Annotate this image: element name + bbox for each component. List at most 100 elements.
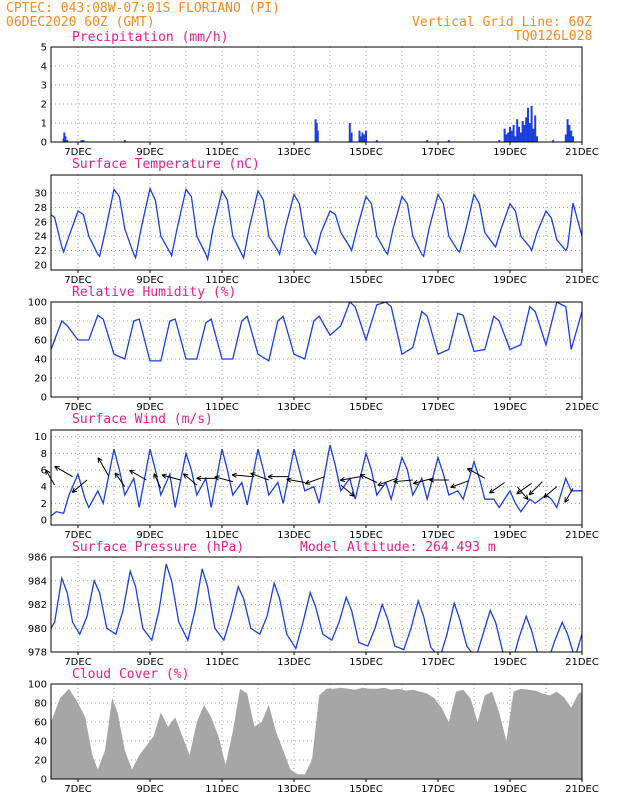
wind-arrow — [231, 472, 253, 478]
precip-y-tick-label: 0 — [41, 138, 47, 149]
wind-arrow — [182, 473, 198, 486]
precip-y-tick-label: 4 — [41, 62, 47, 73]
wind-arrow — [393, 478, 413, 484]
wind-arrow — [114, 472, 126, 487]
wind-arrow — [543, 486, 558, 498]
temp-x-tick-label: 19DEC — [493, 275, 527, 286]
wind-x-tick-label: 17DEC — [421, 530, 455, 541]
wind-arrow — [161, 473, 181, 481]
precip-bar — [552, 140, 555, 142]
wind-arrow — [450, 480, 469, 489]
cloud-x-tick-label: 11DEC — [205, 784, 239, 795]
temp-y-tick-label: 22 — [34, 246, 47, 257]
temp-x-tick-label: 17DEC — [421, 275, 455, 286]
precip-y-tick-label: 3 — [41, 81, 47, 92]
wind-x-tick-label: 13DEC — [277, 530, 311, 541]
temp-line — [51, 186, 582, 262]
precip-y-tick-label: 2 — [41, 100, 47, 111]
cloud-x-tick-label: 21DEC — [565, 784, 599, 795]
precip-bar — [566, 119, 569, 142]
pres-x-tick-label: 9DEC — [136, 657, 163, 668]
rh-x-tick-label: 21DEC — [565, 402, 599, 413]
cloud-x-tick-label: 7DEC — [64, 784, 91, 795]
precip-bar — [66, 140, 69, 142]
pres-y-tick-label: 978 — [28, 648, 47, 659]
temp-series — [51, 186, 582, 262]
precip-bar — [523, 124, 526, 142]
wind-x-tick-label: 15DEC — [349, 530, 383, 541]
wind-arrow — [412, 477, 433, 485]
precip-bar — [568, 124, 571, 142]
precip-frame — [50, 46, 583, 143]
cloud-x-tick-label: 17DEC — [421, 784, 455, 795]
wind-arrow — [528, 481, 543, 496]
precip-x-tick-label: 11DEC — [205, 147, 239, 158]
precip-x-tick-label: 17DEC — [421, 147, 455, 158]
wind-title: Surface Wind (m/s) — [72, 412, 213, 427]
wind-arrow — [71, 479, 88, 493]
pres-line — [51, 563, 582, 652]
precip-bar — [572, 136, 574, 142]
wind-x-tick-label: 11DEC — [205, 530, 239, 541]
rh-y-tick-label: 0 — [41, 393, 47, 404]
rh-frame — [50, 301, 583, 398]
wind-arrow — [377, 477, 397, 487]
precip-bar — [509, 126, 511, 142]
wind-x-tick-label: 7DEC — [64, 530, 91, 541]
pres-x-tick-label: 15DEC — [349, 657, 383, 668]
precip-bar — [363, 134, 366, 142]
model-code: TQ0126L028 — [514, 29, 592, 44]
pres-y-tick-label: 986 — [28, 553, 47, 564]
cloud-y-tick-label: 0 — [41, 775, 47, 786]
precip-bar — [519, 132, 522, 142]
pres-y-tick-label: 982 — [28, 600, 47, 611]
wind-series — [51, 444, 582, 517]
precip-bar — [518, 126, 520, 142]
temp-title: Surface Temperature (nC) — [72, 157, 260, 172]
rh-title: Relative Humidity (%) — [72, 285, 236, 300]
temp-x-tick-label: 21DEC — [565, 275, 599, 286]
precip-panel: 0 1 2 3 4 5 7DEC 9DEC 11DEC 13DEC 15DEC 17DEC 19DEC 2… — [41, 43, 599, 159]
rh-y-tick-label: 100 — [28, 298, 47, 309]
precip-x-tick-label: 19DEC — [493, 147, 527, 158]
temp-y-tick-label: 24 — [34, 232, 47, 243]
precip-bar — [375, 140, 378, 142]
precip-bar — [516, 119, 519, 142]
cloud-x-tick-label: 13DEC — [277, 784, 311, 795]
precip-bar — [514, 136, 517, 142]
wind-y-tick-label: 0 — [41, 516, 47, 527]
precip-y-tick-label: 5 — [41, 43, 47, 54]
rh-panel: 0 20 40 60 80 100 7DEC 9DEC 11DEC 13DEC 15DEC 17DEC… — [28, 298, 599, 414]
pres-x-tick-label: 11DEC — [205, 657, 239, 668]
run-date: 06DEC2020 60Z (GMT) — [6, 15, 155, 30]
precip-bar — [63, 132, 66, 142]
precip-x-tick-label: 7DEC — [64, 147, 91, 158]
wind-y-tick-label: 8 — [41, 449, 47, 460]
cloud-panel: 0 20 40 60 80 100 7DEC 9DEC 11DEC 13DEC 15DEC 17DEC… — [28, 680, 599, 796]
precip-bar — [64, 136, 67, 142]
rh-series — [51, 302, 582, 362]
precip-bar — [527, 107, 529, 142]
rh-y-tick-label: 40 — [34, 355, 47, 366]
cloud-series — [51, 687, 582, 779]
rh-x-tick-label: 15DEC — [349, 402, 383, 413]
rh-x-tick-label: 13DEC — [277, 402, 311, 413]
precip-series — [62, 105, 574, 142]
precip-bar — [361, 132, 364, 142]
precip-bar — [534, 115, 537, 142]
pres-y-tick-label: 980 — [28, 624, 47, 635]
wind-y-tick-label: 10 — [34, 432, 47, 443]
wind-y-tick-label: 6 — [41, 466, 47, 477]
wind-arrow — [429, 477, 449, 483]
precip-bar — [350, 132, 353, 142]
cloud-y-tick-label: 60 — [34, 718, 47, 729]
rh-y-tick-label: 80 — [34, 317, 47, 328]
pres-y-tick-label: 984 — [28, 576, 47, 587]
temp-y-tick-label: 30 — [34, 188, 47, 199]
wind-y-tick-label: 2 — [41, 499, 47, 510]
wind-arrow — [516, 486, 529, 500]
cloud-y-tick-label: 100 — [28, 680, 47, 691]
wind-arrow — [304, 476, 325, 485]
wind-arrow — [129, 469, 147, 481]
